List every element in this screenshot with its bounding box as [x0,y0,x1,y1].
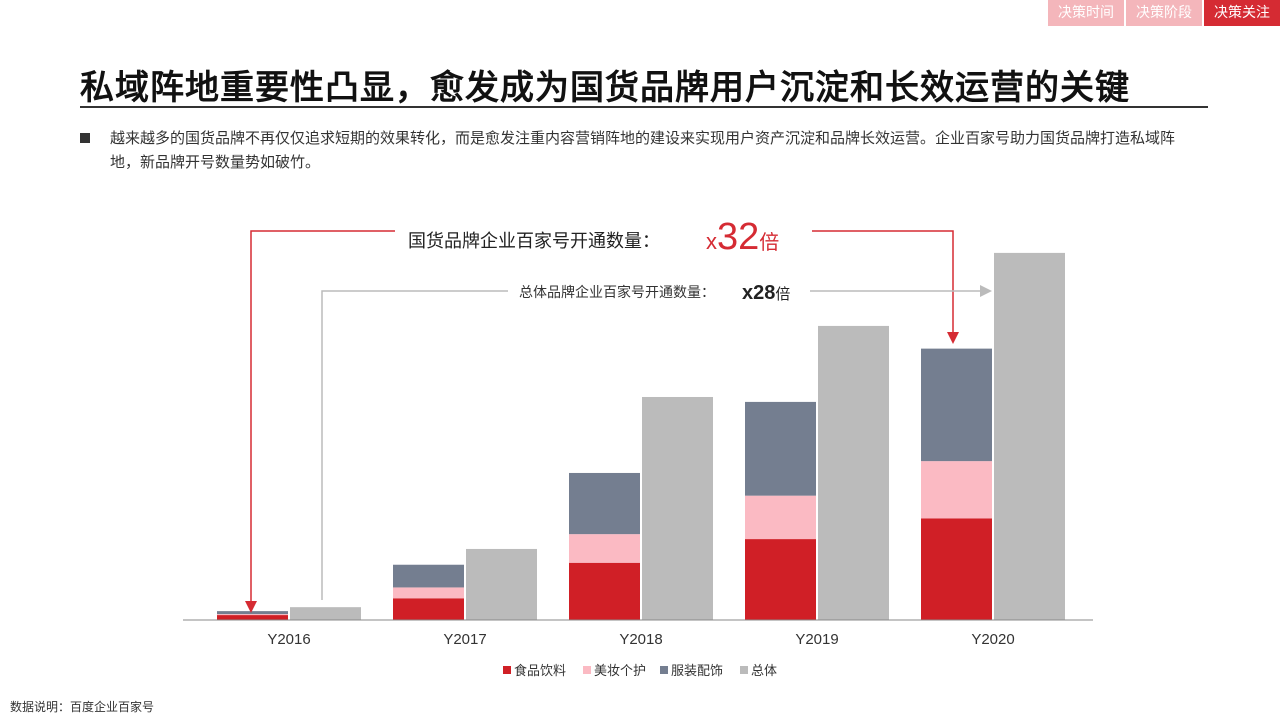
bar-Y2019-total [818,325,889,620]
bar-Y2018-series-1 [569,534,640,563]
annotation-bracket-gray-left [321,290,508,600]
legend-label: 食品饮料 [514,663,566,679]
legend-swatch [503,666,511,674]
decision-tabs: 决策时间 决策阶段 决策关注 [1046,0,1280,26]
bar-Y2017-total [466,548,537,620]
x-tick-label: Y2019 [795,631,838,648]
bar-Y2020-series-2 [921,348,992,462]
bar-Y2018-total [642,396,713,620]
bar-Y2016-series-2 [217,611,288,615]
x-tick-labels: Y2016 Y2017 Y2018 Y2019 Y2020 [267,631,1014,648]
annotation-main-suffix: 倍 [759,230,779,254]
bullet-square-icon [80,133,90,143]
annotation-sub-multiplier: x28倍 [742,282,790,304]
tab-decision-time[interactable]: 决策时间 [1048,0,1124,26]
annotation-sub-label: 总体品牌企业百家号开通数量： [519,284,715,301]
x-tick-label: Y2016 [267,631,310,648]
tab-decision-stage[interactable]: 决策阶段 [1126,0,1202,26]
annotation-sub-suffix: 倍 [775,285,790,303]
chart-legend: 食品饮料 美妆个护 服装配饰 总体 [503,663,777,679]
bar-Y2016-series-1 [217,614,288,616]
bars-group [217,252,1065,621]
legend-label: 美妆个护 [594,664,646,679]
legend-swatch [583,666,591,674]
bar-Y2019-series-1 [745,495,816,540]
title-divider [80,106,1208,108]
annotation-main-label: 国货品牌企业百家号开通数量： [408,231,660,252]
legend-label: 服装配饰 [671,664,723,679]
bar-Y2017-series-1 [393,587,464,599]
bar-Y2020-series-1 [921,461,992,519]
summary-bullet: 越来越多的国货品牌不再仅仅追求短期的效果转化，而是愈发注重内容营销阵地的建设来实… [80,126,1200,174]
annotation-main-multiplier: x32倍 [706,216,779,258]
annotation-bracket-red-left [245,230,395,613]
bar-Y2019-series-2 [745,401,816,496]
bar-Y2018-series-0 [569,562,640,620]
legend-swatch [740,666,748,674]
bar-Y2020-total [994,252,1065,621]
annotation-main-prefix: x [706,229,717,254]
legend-label: 总体 [751,664,777,679]
x-tick-label: Y2020 [971,631,1014,648]
bar-Y2020-series-0 [921,518,992,620]
x-tick-label: Y2017 [443,631,486,648]
bar-Y2016-total [290,607,361,620]
annotation-bracket-red-right [812,230,959,344]
legend-swatch [660,666,668,674]
page-title: 私域阵地重要性凸显，愈发成为国货品牌用户沉淀和长效运营的关键 [80,68,1130,108]
data-source-note: 数据说明：百度企业百家号 [10,700,155,714]
summary-text: 越来越多的国货品牌不再仅仅追求短期的效果转化，而是愈发注重内容营销阵地的建设来实… [110,129,1176,171]
x-tick-label: Y2018 [619,631,662,648]
bar-Y2017-series-2 [393,564,464,588]
tab-decision-focus[interactable]: 决策关注 [1204,0,1280,26]
bar-Y2017-series-0 [393,598,464,620]
annotation-main-value: 32 [717,216,759,258]
bar-Y2019-series-0 [745,539,816,620]
bar-Y2018-series-2 [569,472,640,535]
bar-Y2016-series-0 [217,615,288,620]
annotation-sub-value: x28 [742,282,775,304]
